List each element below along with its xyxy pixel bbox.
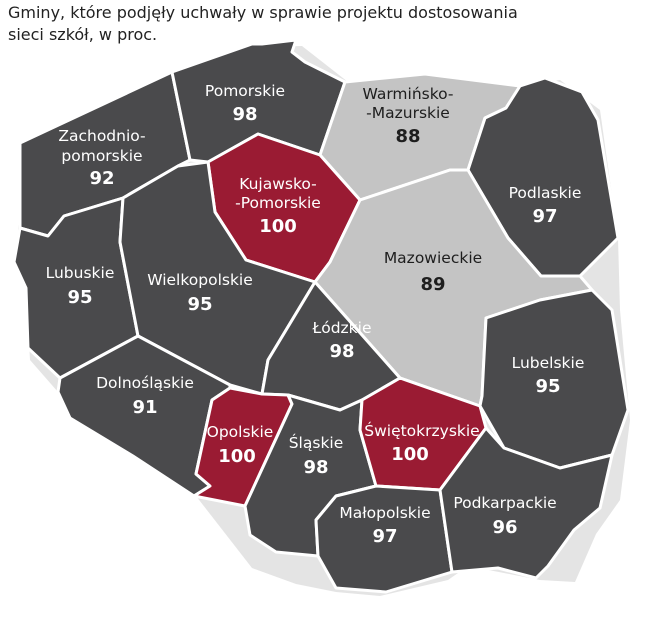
caption-line-1: Gminy, które podjęły uchwały w sprawie p… <box>8 3 518 22</box>
label-podkarpackie: Podkarpackie <box>453 494 556 512</box>
label-zachodniopomorskie-line2: pomorskie <box>61 147 142 165</box>
label-dolnoslaskie: Dolnośląskie <box>96 374 194 392</box>
value-zachodniopomorskie: 92 <box>89 168 114 189</box>
label-lubelskie: Lubelskie <box>512 354 585 372</box>
value-mazowieckie: 89 <box>420 274 445 295</box>
label-zachodniopomorskie-line1: Zachodnio- <box>58 127 145 145</box>
region-podkarpackie <box>438 426 614 580</box>
value-dolnoslaskie: 91 <box>132 397 157 418</box>
label-slaskie: Śląskie <box>289 433 344 452</box>
region-opolskie <box>192 386 294 508</box>
label-kujawsko-pomorskie-line2: -Pomorskie <box>235 194 321 212</box>
label-lodzkie: Łódzkie <box>312 319 372 337</box>
region-malopolskie <box>314 484 454 594</box>
label-wielkopolskie: Wielkopolskie <box>147 271 253 289</box>
value-pomorskie: 98 <box>232 104 257 125</box>
value-lodzkie: 98 <box>329 341 354 362</box>
label-warminsko-mazurskie-line1: Warmińsko- <box>362 85 453 103</box>
value-malopolskie: 97 <box>372 526 397 547</box>
value-podkarpackie: 96 <box>492 517 517 538</box>
value-swietokrzyskie: 100 <box>391 444 429 465</box>
value-opolskie: 100 <box>218 446 256 467</box>
value-podlaskie: 97 <box>532 206 557 227</box>
label-malopolskie: Małopolskie <box>339 504 430 522</box>
value-kujawsko-pomorskie: 100 <box>259 216 297 237</box>
label-warminsko-mazurskie-line2: -Mazurskie <box>366 104 450 122</box>
label-pomorskie: Pomorskie <box>205 82 285 100</box>
label-swietokrzyskie: Świętokrzyskie <box>364 421 479 440</box>
label-mazowieckie: Mazowieckie <box>384 249 482 267</box>
value-lubelskie: 95 <box>535 376 560 397</box>
label-podlaskie: Podlaskie <box>509 184 582 202</box>
value-warminsko-mazurskie: 88 <box>395 126 420 147</box>
value-wielkopolskie: 95 <box>187 294 212 315</box>
map-caption: Gminy, które podjęły uchwały w sprawie p… <box>8 2 608 46</box>
region-labels: Zachodnio- pomorskie 92 Pomorskie 98 War… <box>46 82 585 547</box>
label-kujawsko-pomorskie-line1: Kujawsko- <box>239 175 317 193</box>
label-opolskie: Opolskie <box>207 423 274 441</box>
caption-line-2: sieci szkół, w proc. <box>8 25 158 44</box>
value-lubuskie: 95 <box>67 287 92 308</box>
value-slaskie: 98 <box>303 457 328 478</box>
label-lubuskie: Lubuskie <box>46 264 115 282</box>
